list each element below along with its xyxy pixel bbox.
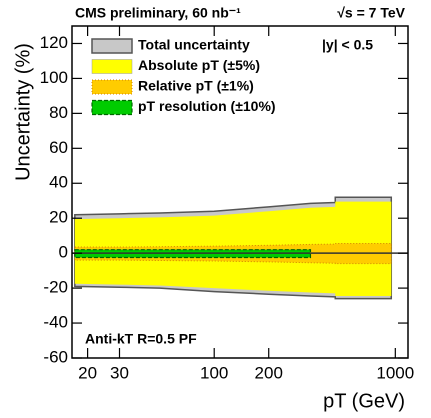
legend-swatch: [91, 99, 133, 116]
annotation: Anti-kT R=0.5 PF: [85, 331, 197, 347]
legend-swatch: [91, 38, 133, 54]
y-tick-label: 80: [49, 103, 68, 122]
x-tick-label: 1000: [376, 363, 414, 382]
x-tick-label: 30: [110, 363, 129, 382]
y-tick-label: -60: [43, 347, 68, 366]
y-axis-label: Uncertainty (%): [12, 43, 34, 181]
annotation: |y| < 0.5: [322, 37, 373, 53]
legend-label: Absolute pT (±5%): [138, 57, 260, 73]
y-tick-label: 120: [40, 33, 68, 52]
legend-label: pT resolution (±10%): [138, 98, 276, 114]
chart-subtitle: √s = 7 TeV: [337, 5, 405, 21]
y-tick-label: 100: [40, 68, 68, 87]
y-tick-label: 0: [59, 243, 68, 262]
y-tick-label: 60: [49, 138, 68, 157]
plot-frame: [71, 25, 409, 359]
x-tick-label: 100: [200, 363, 228, 382]
y-tick-label: -20: [43, 278, 68, 297]
legend-swatch: [91, 59, 133, 74]
x-tick-label: 20: [78, 363, 97, 382]
y-tick-label: -40: [43, 313, 68, 332]
x-axis-label: pT (GeV): [323, 390, 405, 412]
y-tick-label: 40: [49, 173, 68, 192]
chart-title: CMS preliminary, 60 nb⁻¹: [75, 5, 241, 21]
legend-swatch: [91, 79, 133, 95]
y-tick-label: 20: [49, 208, 68, 227]
x-tick-label: 200: [255, 363, 283, 382]
legend-label: Total uncertainty: [138, 37, 250, 53]
legend-label: Relative pT (±1%): [138, 78, 254, 94]
